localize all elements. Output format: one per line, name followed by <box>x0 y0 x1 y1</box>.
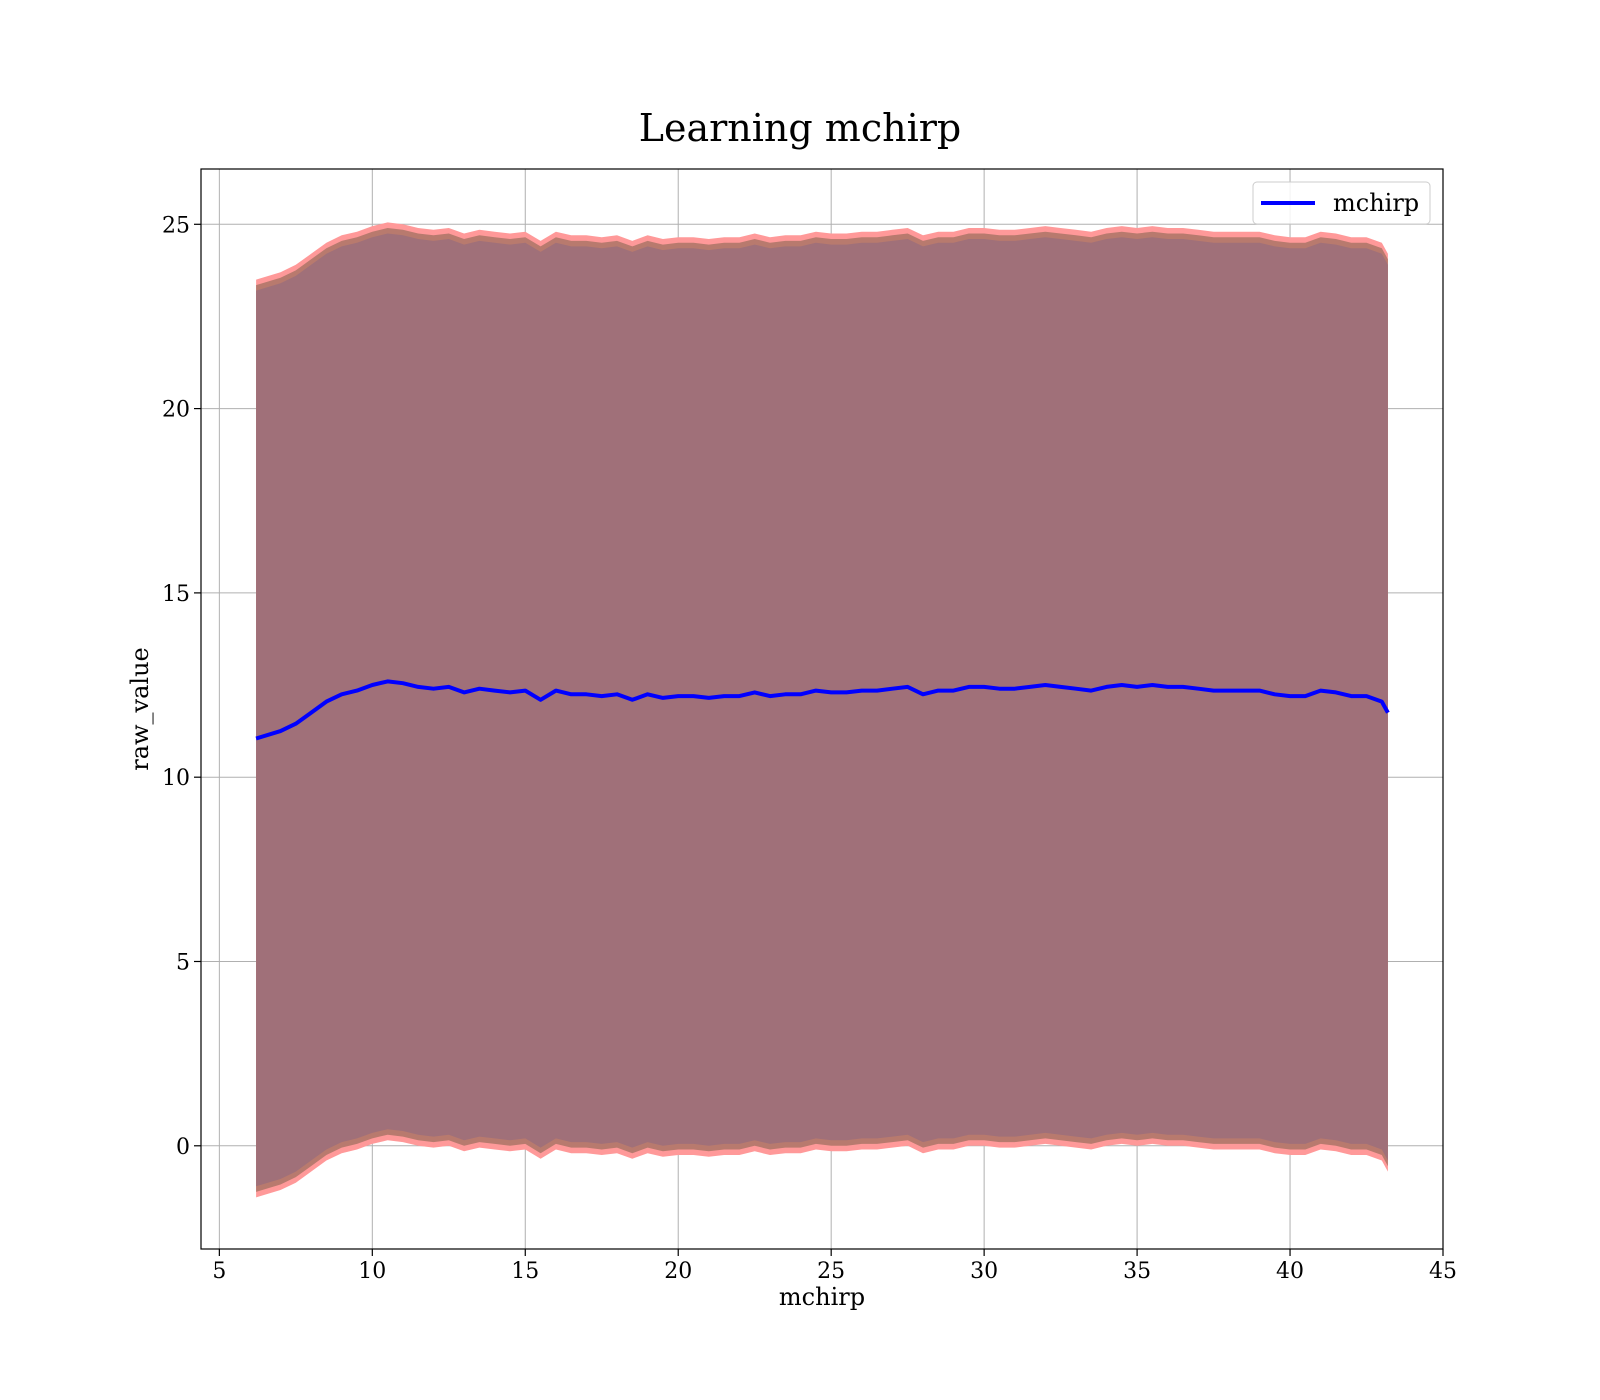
x-axis-label: mchirp <box>779 1283 865 1311</box>
y-tick-label-2: 10 <box>162 766 190 791</box>
y-axis-label: raw_value <box>126 647 154 771</box>
x-ticks: 5 10 15 20 25 30 35 40 45 <box>212 1249 1457 1284</box>
y-tick-label-5: 25 <box>162 213 190 238</box>
x-tick-label-4: 25 <box>817 1259 845 1284</box>
y-tick-label-3: 15 <box>162 582 190 607</box>
chart-title: Learning mchirp <box>639 106 961 150</box>
series-lines <box>255 679 1390 741</box>
band-inner <box>256 233 1388 1187</box>
x-tick-label-7: 40 <box>1276 1259 1304 1284</box>
series-line-mchirp <box>255 679 1390 741</box>
x-tick-label-0: 5 <box>212 1259 226 1284</box>
y-tick-label-0: 0 <box>176 1135 190 1160</box>
legend-box <box>1252 181 1431 225</box>
x-tick-label-3: 20 <box>664 1259 692 1284</box>
x-tick-label-5: 30 <box>970 1259 998 1284</box>
x-tick-label-8: 45 <box>1429 1259 1457 1284</box>
legend: mchirp <box>1252 181 1431 225</box>
uncertainty-bands <box>256 222 1388 1198</box>
plot-frame <box>200 168 1444 1250</box>
x-tick-label-6: 35 <box>1123 1259 1151 1284</box>
x-tick-label-1: 10 <box>358 1259 386 1284</box>
legend-label-mchirp: mchirp <box>1333 189 1419 217</box>
x-tick-label-2: 15 <box>511 1259 539 1284</box>
y-tick-label-1: 5 <box>176 950 190 975</box>
y-ticks: 0 5 10 15 20 25 <box>162 213 201 1160</box>
y-tick-label-4: 20 <box>162 398 190 423</box>
